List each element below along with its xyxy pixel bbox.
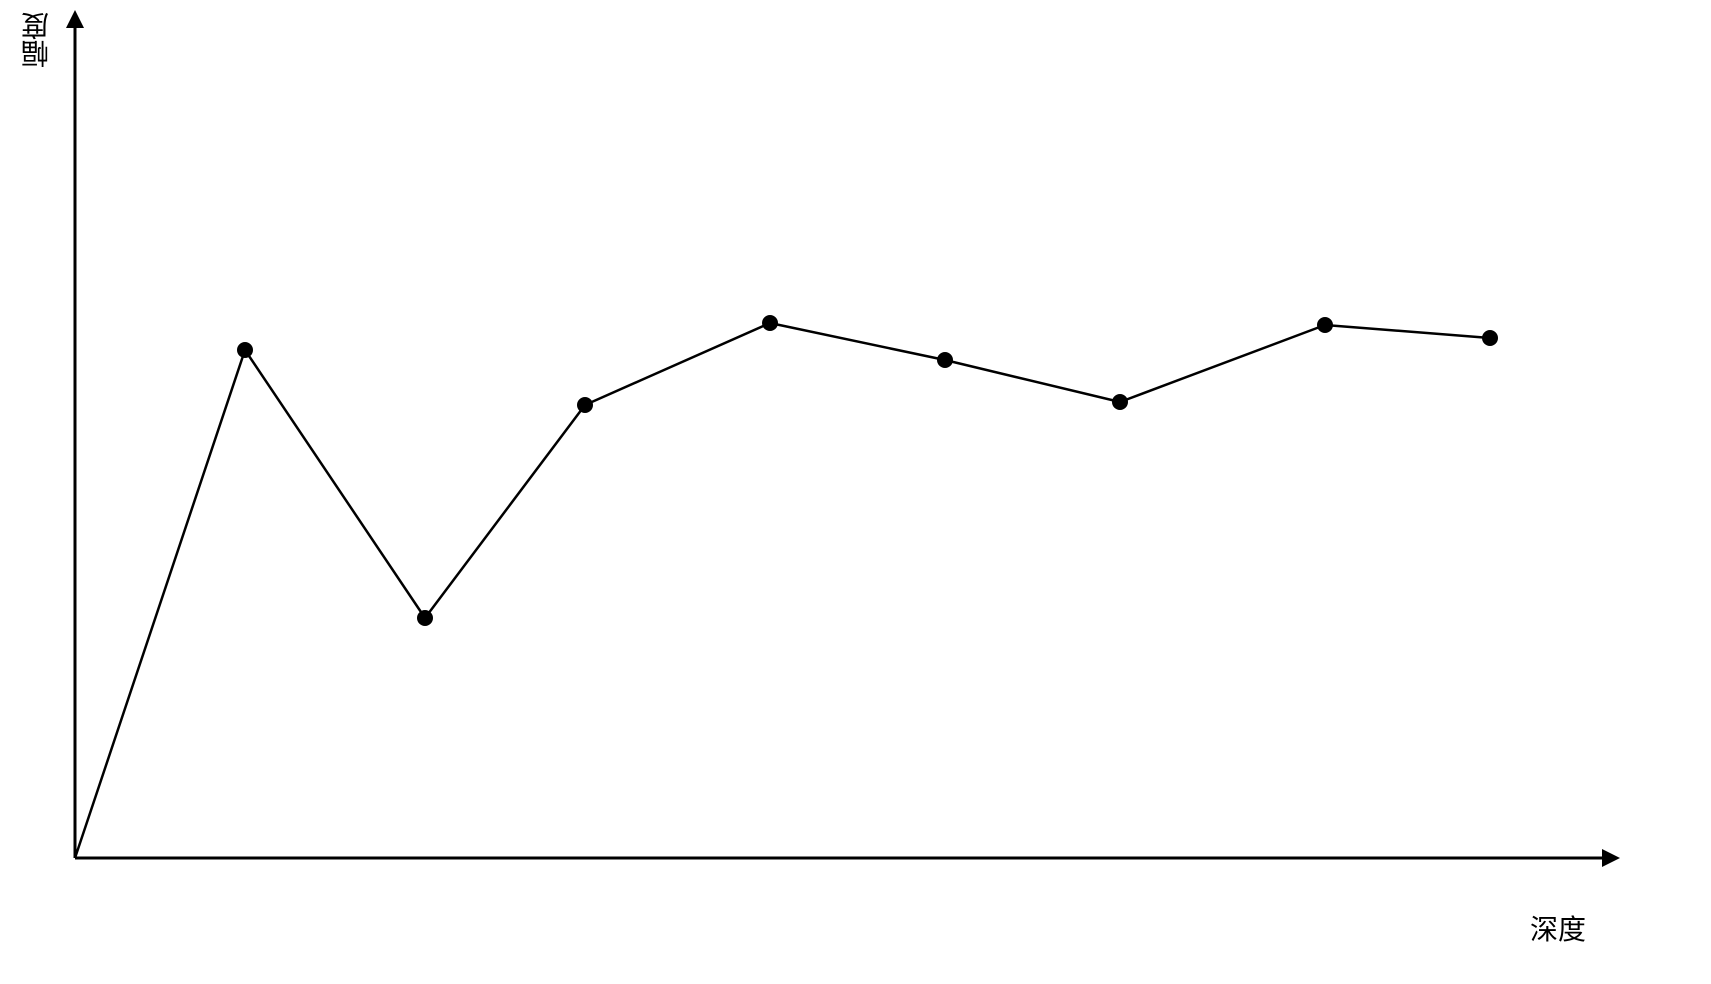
y-axis-label: 幅度 bbox=[18, 12, 58, 68]
x-axis-label: 深度 bbox=[1530, 908, 1586, 948]
line-chart: 幅度 深度 bbox=[0, 0, 1711, 984]
chart-svg bbox=[0, 0, 1711, 984]
